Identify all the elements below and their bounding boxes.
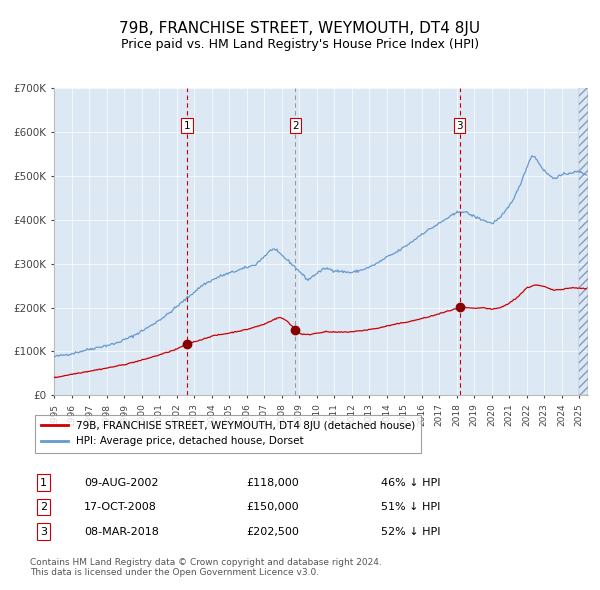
Text: 17-OCT-2008: 17-OCT-2008: [84, 502, 157, 512]
Text: 2: 2: [40, 502, 47, 512]
Text: 09-AUG-2002: 09-AUG-2002: [84, 477, 158, 487]
Text: 46% ↓ HPI: 46% ↓ HPI: [381, 477, 440, 487]
Text: 3: 3: [457, 121, 463, 131]
Text: 2: 2: [292, 121, 299, 131]
Text: Contains HM Land Registry data © Crown copyright and database right 2024.
This d: Contains HM Land Registry data © Crown c…: [30, 558, 382, 577]
Text: £118,000: £118,000: [246, 477, 299, 487]
Text: £150,000: £150,000: [246, 502, 299, 512]
Text: 1: 1: [40, 477, 47, 487]
Text: 3: 3: [40, 526, 47, 536]
Text: Price paid vs. HM Land Registry's House Price Index (HPI): Price paid vs. HM Land Registry's House …: [121, 38, 479, 51]
Text: 79B, FRANCHISE STREET, WEYMOUTH, DT4 8JU: 79B, FRANCHISE STREET, WEYMOUTH, DT4 8JU: [119, 21, 481, 35]
Text: 51% ↓ HPI: 51% ↓ HPI: [381, 502, 440, 512]
Text: £202,500: £202,500: [246, 526, 299, 536]
Legend: 79B, FRANCHISE STREET, WEYMOUTH, DT4 8JU (detached house), HPI: Average price, d: 79B, FRANCHISE STREET, WEYMOUTH, DT4 8JU…: [35, 415, 421, 453]
Text: 52% ↓ HPI: 52% ↓ HPI: [381, 526, 440, 536]
Text: 08-MAR-2018: 08-MAR-2018: [84, 526, 159, 536]
Text: 1: 1: [184, 121, 190, 131]
